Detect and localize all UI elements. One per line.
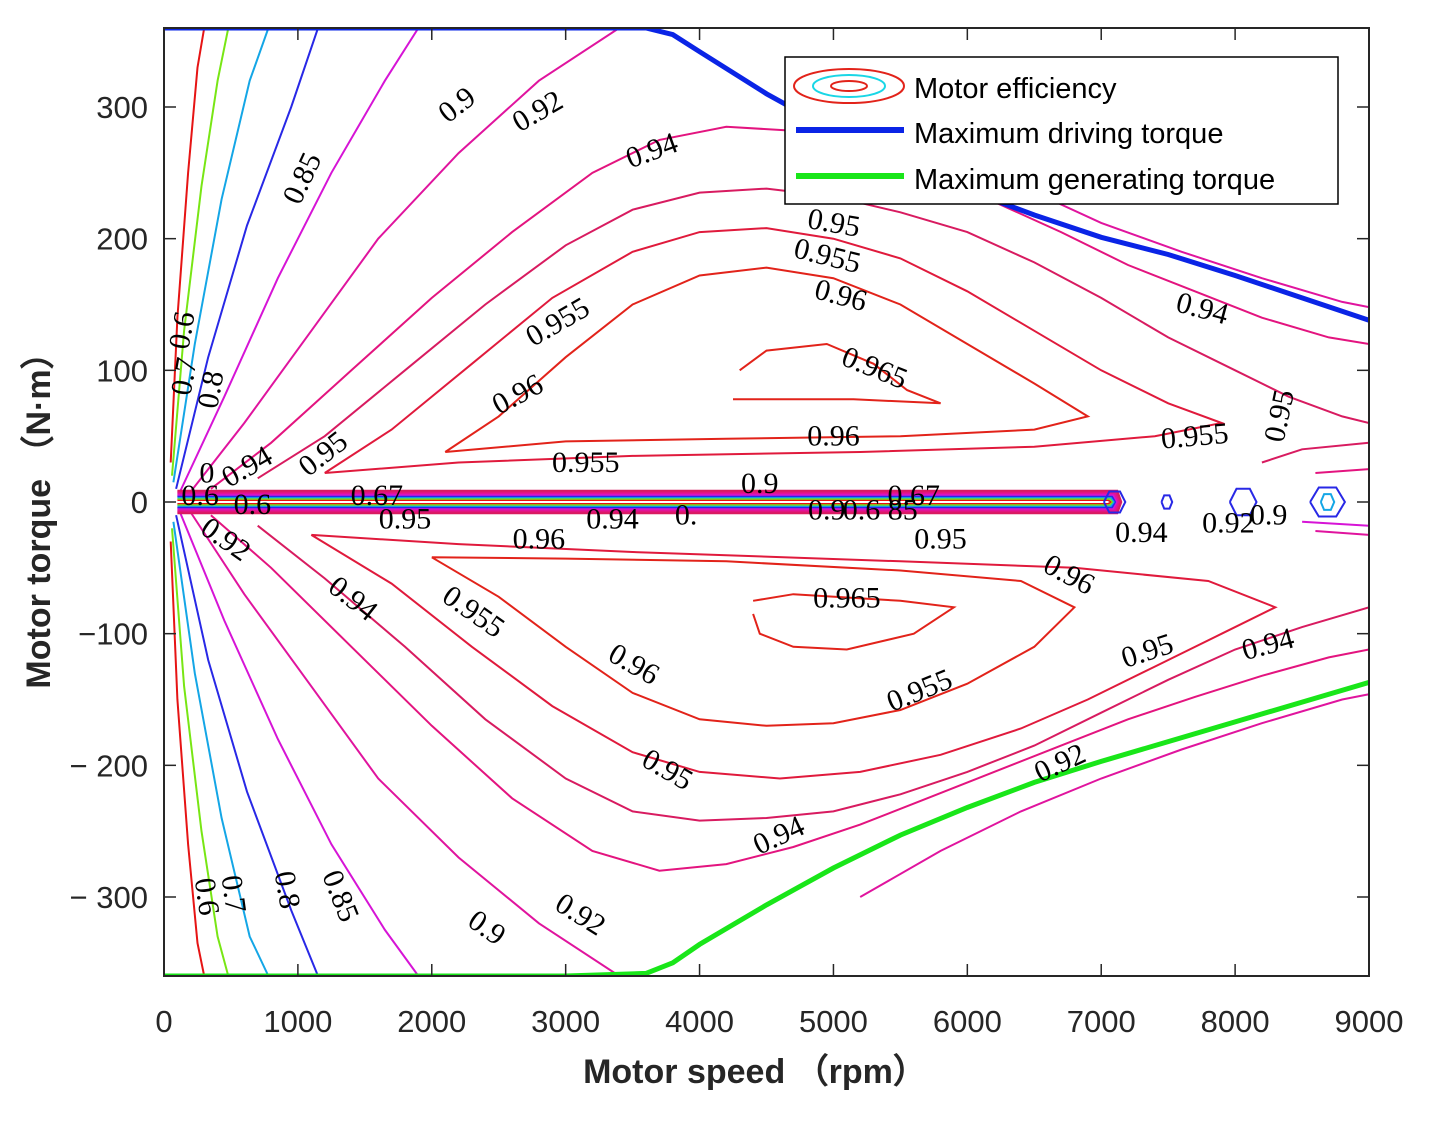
- contour-label: 0.9: [1250, 499, 1288, 532]
- legend-label-efficiency: Motor efficiency: [914, 73, 1117, 105]
- y-tick-label: − 300: [70, 880, 148, 915]
- contour-0.92: [859, 693, 1369, 898]
- contour-0.955: [310, 533, 1278, 780]
- contour-0.9: [1302, 520, 1369, 527]
- contour-0.85: [1309, 486, 1347, 518]
- contour-label: 0.6: [181, 479, 219, 512]
- y-tick-label: 0: [131, 485, 148, 520]
- contour-0.8: [1319, 493, 1336, 511]
- contour-0.7: [171, 528, 230, 976]
- contour-0.94: [177, 491, 1122, 513]
- y-tick-label: 200: [96, 222, 148, 257]
- x-tick-label: 8000: [1201, 1004, 1270, 1039]
- contour-label: 0.6: [188, 876, 226, 918]
- contour-0.95: [1261, 441, 1369, 464]
- contour-0.85: [1228, 487, 1258, 517]
- contour-label: 0.6: [163, 309, 202, 352]
- x-tick-label: 1000: [263, 1004, 332, 1039]
- contour-0.95: [257, 524, 1369, 822]
- contour-label: 0.8: [268, 869, 307, 912]
- contour-label: 0: [199, 457, 214, 490]
- x-tick-label: 2000: [397, 1004, 466, 1039]
- contour-0.7: [171, 28, 230, 476]
- x-tick-label: 3000: [531, 1004, 600, 1039]
- contour-label: 0.67: [351, 479, 404, 512]
- legend-label-generating: Maximum generating torque: [914, 164, 1275, 196]
- contour-label: 0.94: [1115, 516, 1168, 549]
- contour-0.96: [444, 266, 1091, 453]
- contour-label: 0.9: [741, 467, 779, 500]
- contour-0.96: [431, 556, 1077, 727]
- x-tick-label: 4000: [665, 1004, 734, 1039]
- efficiency-contours: [169, 28, 1369, 976]
- y-axis-ticks: − 300 − 200 −100 0 100 200 300: [70, 90, 1369, 915]
- legend-efficiency-symbol: [793, 68, 905, 104]
- legend: Motor efficiency Maximum driving torque …: [784, 56, 1339, 205]
- y-tick-label: 300: [96, 90, 148, 125]
- contour-label: 0.7: [215, 873, 253, 915]
- contour-0.9: [179, 512, 420, 976]
- contour-label: 0.6: [234, 488, 272, 521]
- contour-label: 0.95: [379, 503, 432, 536]
- contour-0.955: [324, 227, 1226, 474]
- y-axis-title: Motor torque （N·m）: [19, 335, 58, 688]
- contour-label: 0.9: [808, 493, 846, 526]
- contour-0.8: [172, 28, 270, 483]
- y-tick-label: 100: [96, 353, 148, 388]
- contour-0.92: [189, 511, 620, 976]
- contour-label: 0.96: [807, 420, 860, 453]
- contour-label: 0.: [675, 499, 698, 532]
- contour-0.85: [175, 28, 319, 490]
- contour-label: 0.965: [813, 582, 881, 615]
- legend-label-driving: Maximum driving torque: [914, 118, 1223, 150]
- x-tick-label: 0: [155, 1004, 172, 1039]
- contour-0.8: [177, 496, 1116, 508]
- contour-0.965: [733, 342, 941, 405]
- contour-label: 0.8: [191, 368, 230, 411]
- contour-label: 0.955: [552, 446, 620, 479]
- contour-0.6: [169, 541, 206, 976]
- contour-0.85: [1160, 494, 1174, 510]
- x-tick-label: 9000: [1335, 1004, 1404, 1039]
- contour-label: 0.6 85: [843, 493, 918, 526]
- contour-0.85: [177, 495, 1118, 509]
- contour-label: 0.94: [586, 503, 639, 536]
- contour-0.9: [179, 28, 420, 492]
- contour-label: 0.7: [165, 355, 204, 398]
- contour-0.92: [190, 28, 620, 493]
- contour-0.6: [169, 28, 206, 463]
- contour-label: 0.955: [1160, 417, 1230, 456]
- contour-0.92: [1315, 530, 1369, 536]
- x-tick-label: 6000: [933, 1004, 1002, 1039]
- contour-0.8: [172, 521, 270, 976]
- x-axis-title: Motor speed （rpm）: [583, 1052, 927, 1091]
- contour-label: 0.92: [1202, 507, 1255, 540]
- contour-label: 0.95: [914, 522, 967, 555]
- x-axis-ticks: 0 1000 2000 3000 4000 5000 6000 7000 8000 9000: [155, 28, 1403, 1039]
- contour-0.92: [177, 492, 1120, 512]
- max-generating-torque-line: [164, 680, 1369, 976]
- contour-0.85: [1103, 490, 1127, 514]
- contour-0.95: [177, 489, 1123, 515]
- x-tick-label: 7000: [1067, 1004, 1136, 1039]
- contour-0.94: [210, 514, 1369, 872]
- contour-0.94: [1315, 468, 1369, 474]
- contour-label: 0.67: [888, 479, 941, 512]
- x-tick-label: 5000: [799, 1004, 868, 1039]
- y-tick-label: − 200: [70, 748, 148, 783]
- contour-label: 0.96: [513, 522, 566, 555]
- contour-0.85: [175, 514, 319, 976]
- contour-0.965: [752, 593, 957, 651]
- contour-0.9: [177, 493, 1119, 511]
- y-tick-label: −100: [78, 617, 148, 652]
